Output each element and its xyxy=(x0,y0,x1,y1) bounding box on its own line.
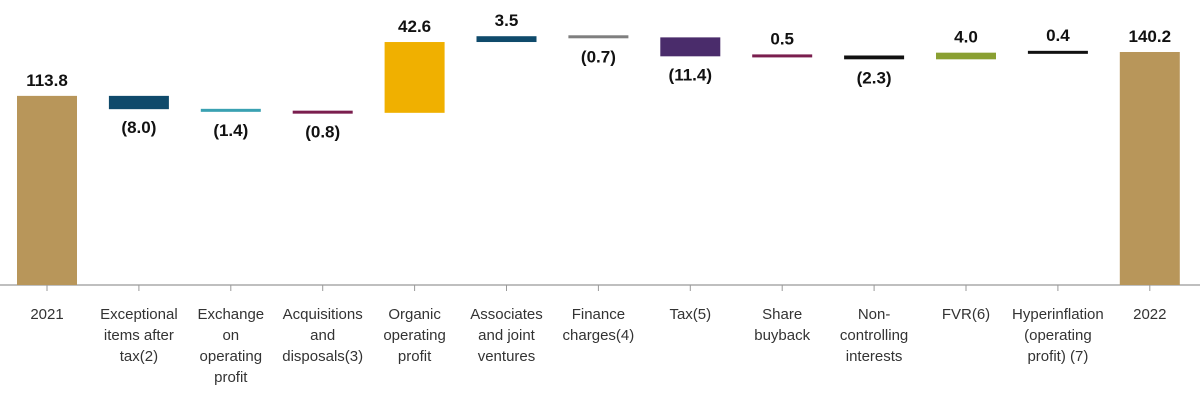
category-label: Hyperinflation (operating profit) (7) xyxy=(1012,306,1104,365)
category-label: 2022 xyxy=(1133,306,1166,323)
waterfall-bar xyxy=(476,36,537,43)
waterfall-bar xyxy=(384,42,445,113)
data-label: 0.4 xyxy=(1046,26,1070,45)
data-label: 4.0 xyxy=(954,28,978,47)
data-label: 3.5 xyxy=(495,11,519,30)
data-label: (2.3) xyxy=(857,68,892,87)
category-label: Organic operating profit xyxy=(383,306,446,365)
category-label: Acquisitions and disposals(3) xyxy=(282,306,363,365)
waterfall-bar xyxy=(752,54,813,58)
waterfall-bar xyxy=(200,108,261,112)
category-label: Tax(5) xyxy=(669,306,711,323)
data-label: 0.5 xyxy=(770,29,794,48)
waterfall-bar xyxy=(936,52,996,60)
data-label: 140.2 xyxy=(1129,27,1172,46)
category-label: Finance charges(4) xyxy=(563,306,635,344)
category-label: Share buyback xyxy=(754,306,810,344)
category-label: Exceptional items after tax(2) xyxy=(100,306,178,365)
data-label: (1.4) xyxy=(213,121,248,140)
data-label: 113.8 xyxy=(26,71,68,90)
waterfall-bar xyxy=(844,55,905,60)
category-label: 2021 xyxy=(30,306,63,323)
total-bar xyxy=(1119,52,1180,285)
data-label: 42.6 xyxy=(398,17,431,36)
waterfall-bar xyxy=(568,35,629,39)
data-label: (8.0) xyxy=(121,118,156,137)
category-label: Non-controlling interests xyxy=(840,306,908,365)
category-label: Associates and joint ventures xyxy=(470,306,543,365)
data-label: (11.4) xyxy=(669,65,712,84)
total-bar xyxy=(17,95,77,285)
waterfall-bar xyxy=(108,95,169,110)
data-label: (0.8) xyxy=(305,123,340,142)
category-label: Exchange on operating profit xyxy=(197,306,264,386)
waterfall-bar xyxy=(660,37,721,57)
waterfall-bar xyxy=(1027,50,1088,54)
data-label: (0.7) xyxy=(581,47,616,66)
waterfall-bar xyxy=(292,110,353,114)
category-label: FVR(6) xyxy=(942,306,990,323)
